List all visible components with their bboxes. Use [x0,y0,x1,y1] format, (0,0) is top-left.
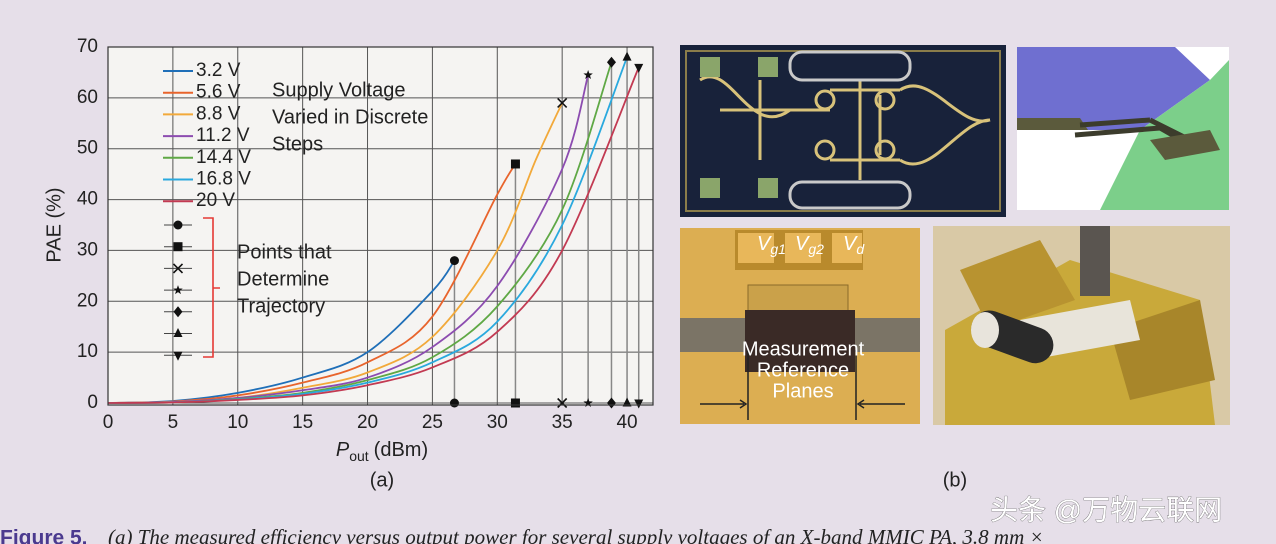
annotation: Supply Voltage [272,79,405,101]
marker [583,398,593,408]
x-tick-label: 0 [103,412,114,433]
y-tick-label: 40 [77,189,98,210]
bracket [203,217,220,358]
gate-sub: g1 [770,241,786,257]
marker [173,220,183,230]
gate-sub: d [856,241,865,257]
annotation: Varied in Discrete [272,106,428,128]
curves [107,51,644,409]
plot-frame [107,46,654,406]
marker [173,351,183,361]
legend-label: 3.2 V [196,60,241,81]
x-tick-label: 25 [422,412,443,433]
y-tick-label: 70 [77,36,98,57]
marker [622,51,632,61]
marker [606,56,616,68]
y-axis-label: PAE (%) [43,187,65,262]
chip-photo [680,45,1006,217]
x-tick-label: 20 [357,412,378,433]
gate-label: Vd [843,233,865,256]
legend-label: 20 V [196,190,235,211]
x-tick-label: 10 [227,412,248,433]
watermark: 头条 @万物云联网 [990,494,1222,525]
y-tick-label: 30 [77,239,98,260]
legend-label: 5.6 V [196,82,241,103]
marker [583,70,593,79]
x-tick-label: 40 [616,412,637,433]
x-tick-label: 15 [292,412,313,433]
marker [173,328,183,337]
marker [173,242,183,252]
fixture-photo: Vg1 Vg2 Vd Measurement Reference Planes [680,228,920,424]
gate-main: V [795,233,810,255]
annotation: Trajectory [237,295,325,317]
x-label-symbol: P [336,439,350,461]
caption-label: Figure 5. [0,527,88,544]
marker [449,256,459,266]
photo-caption: Planes [772,380,833,402]
legend: 3.2 V5.6 V8.8 V11.2 V14.4 V16.8 V20 V [163,60,251,361]
y-tick-label: 60 [77,87,98,108]
annotation: Steps [272,133,323,155]
marker [634,399,644,409]
marker [606,397,616,409]
x-tick-label: 30 [487,412,508,433]
marker [622,397,632,407]
marker [557,97,568,109]
gate-label: Vg2 [795,233,824,256]
series-line [107,66,640,404]
marker [173,285,183,295]
photo-caption: Reference [757,359,849,381]
test-fixture-photo [933,226,1230,425]
panel-label: (a) [370,469,394,491]
photo-caption: Measurement [742,338,865,360]
y-tick-label: 10 [77,341,98,362]
gate-sub: g2 [808,241,824,257]
x-label-unit: (dBm) [374,439,428,461]
legend-label: 16.8 V [196,169,251,190]
legend-label: 14.4 V [196,147,251,168]
legend-label: 11.2 V [196,125,250,146]
x-tick-label: 35 [552,412,573,433]
legend-label: 8.8 V [196,103,241,124]
x-label-subscript: out [349,448,369,464]
gate-main: V [843,233,858,255]
gate-main: V [757,233,772,255]
marker [449,398,459,408]
marker [510,159,520,169]
marker [510,398,520,408]
marker [172,263,184,274]
marker [173,306,183,318]
y-tick-label: 20 [77,290,98,311]
marker [634,63,644,73]
x-tick-label: 5 [168,412,179,433]
panel-label: (b) [943,469,967,491]
em-model [1017,47,1229,210]
annotation: Points that [237,241,332,263]
x-axis-label: Pout (dBm) [336,439,428,463]
caption-text: (a) The measured efficiency versus outpu… [108,525,1044,544]
marker [557,397,568,409]
annotation: Determine [237,268,329,290]
gate-label: Vg1 [757,233,786,256]
y-tick-label: 0 [87,392,98,413]
y-tick-label: 50 [77,138,98,159]
